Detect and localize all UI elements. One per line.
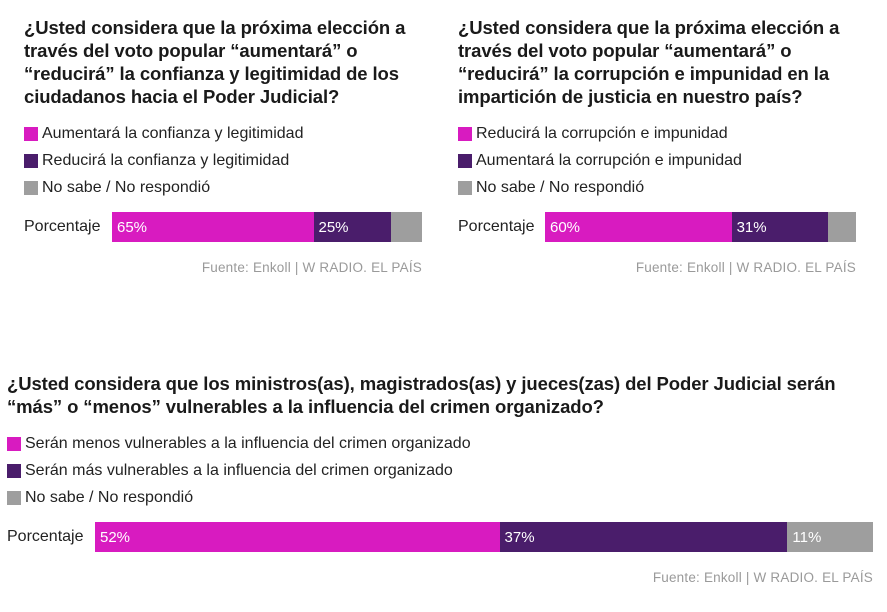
legend: Aumentará la confianza y legitimidad Red… (24, 120, 422, 201)
legend-label: Serán menos vulnerables a la influencia … (25, 434, 471, 452)
legend-label: Serán más vulnerables a la influencia de… (25, 461, 453, 479)
legend-label: No sabe / No respondió (476, 178, 645, 196)
legend-label: Reducirá la corrupción e impunidad (476, 124, 728, 142)
legend: Reducirá la corrupción e impunidad Aumen… (458, 120, 856, 201)
chart-panel-crimen: ¿Usted considera que los ministros(as), … (7, 372, 873, 585)
data-label: 31% (736, 218, 767, 236)
data-label: 60% (550, 218, 581, 236)
legend-swatch (458, 180, 472, 195)
chart-title: ¿Usted considera que la próxima elección… (458, 17, 840, 107)
legend-swatch (24, 153, 38, 168)
legend-item: No sabe / No respondió (7, 484, 873, 511)
legend-swatch (24, 126, 38, 141)
bar-row: Porcentaje 52% 37% 11% (7, 522, 873, 552)
bar-segment: 65% (112, 212, 314, 242)
source-note: Fuente: Enkoll | W RADIO. EL PAÍS (201, 260, 422, 275)
source-note: Fuente: Enkoll | W RADIO. EL PAÍS (652, 570, 873, 585)
legend: Serán menos vulnerables a la influencia … (7, 430, 873, 511)
legend-label: No sabe / No respondió (25, 488, 194, 506)
bar-segment (828, 212, 856, 242)
legend-swatch (458, 153, 472, 168)
bar-segment: 25% (313, 212, 391, 242)
stacked-bar: 52% 37% 11% (95, 522, 873, 552)
bar-row: Porcentaje 65% 25% (24, 212, 422, 242)
legend-label: Reducirá la confianza y legitimidad (42, 151, 290, 169)
legend-label: No sabe / No respondió (42, 178, 211, 196)
bar-segment: 31% (731, 212, 828, 242)
category-label: Porcentaje (7, 528, 84, 545)
legend-label: Aumentará la confianza y legitimidad (42, 124, 304, 142)
legend-item: Aumentará la corrupción e impunidad (458, 147, 856, 174)
legend-item: No sabe / No respondió (458, 174, 856, 201)
legend-swatch (24, 180, 38, 195)
category-label: Porcentaje (24, 218, 101, 235)
bar-row: Porcentaje 60% 31% (458, 212, 856, 242)
data-label: 25% (318, 218, 349, 236)
bar-segment: 60% (545, 212, 732, 242)
legend-swatch (458, 126, 472, 141)
stacked-bar: 60% 31% (545, 212, 856, 242)
chart-panel-corrupcion: ¿Usted considera que la próxima elección… (458, 16, 856, 275)
data-label: 65% (117, 218, 148, 236)
chart-title: ¿Usted considera que los ministros(as), … (7, 373, 836, 417)
category-label: Porcentaje (458, 218, 535, 235)
source-note: Fuente: Enkoll | W RADIO. EL PAÍS (635, 260, 856, 275)
data-label: 52% (100, 528, 131, 546)
legend-swatch (7, 490, 21, 505)
legend-swatch (7, 463, 21, 478)
legend-swatch (7, 436, 21, 451)
data-label: 37% (504, 528, 535, 546)
bar-segment: 52% (95, 522, 500, 552)
legend-item: Reducirá la confianza y legitimidad (24, 147, 422, 174)
legend-item: No sabe / No respondió (24, 174, 422, 201)
legend-item: Serán más vulnerables a la influencia de… (7, 457, 873, 484)
legend-label: Aumentará la corrupción e impunidad (476, 151, 742, 169)
bar-segment (391, 212, 422, 242)
bar-segment: 11% (787, 522, 873, 552)
bar-segment: 37% (499, 522, 788, 552)
legend-item: Aumentará la confianza y legitimidad (24, 120, 422, 147)
chart-title: ¿Usted considera que la próxima elección… (24, 17, 406, 107)
legend-item: Serán menos vulnerables a la influencia … (7, 430, 873, 457)
data-label: 11% (792, 528, 822, 546)
chart-panel-confianza: ¿Usted considera que la próxima elección… (24, 16, 422, 275)
legend-item: Reducirá la corrupción e impunidad (458, 120, 856, 147)
stacked-bar: 65% 25% (112, 212, 422, 242)
